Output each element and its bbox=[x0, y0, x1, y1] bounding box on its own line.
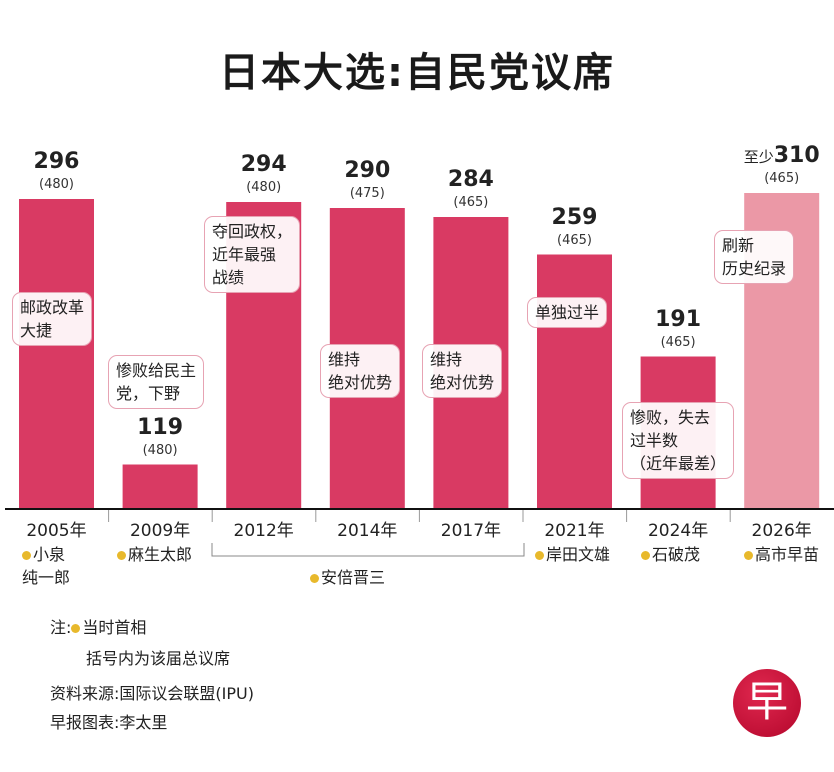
value-number: 284 bbox=[447, 167, 494, 192]
x-tick-label: 2012年 bbox=[233, 521, 294, 541]
note-total: 括号内为该届总议席 bbox=[86, 649, 231, 668]
value-number: 191 bbox=[655, 306, 702, 332]
pm-name: 岸田文雄 bbox=[546, 545, 611, 564]
total-seats-label: (480) bbox=[246, 180, 282, 195]
bar-2005年 bbox=[19, 199, 94, 508]
pm-dot-icon bbox=[71, 624, 81, 633]
zaobao-logo: 早 bbox=[733, 669, 801, 737]
prime-minister-label: 岸田文雄 bbox=[535, 543, 610, 566]
total-seats-label: (480) bbox=[142, 442, 178, 458]
annotation: 单独过半 bbox=[527, 297, 608, 328]
prime-minister-label: 小泉 纯一郎 bbox=[22, 543, 70, 589]
annotation: 维持 绝对优势 bbox=[422, 344, 503, 398]
x-tick-label: 2024年 bbox=[647, 521, 709, 541]
note-label: 注: bbox=[50, 618, 72, 637]
value-label: 191 bbox=[628, 307, 728, 332]
annotation: 刷新 历史纪录 bbox=[714, 230, 795, 284]
pm-dot-icon bbox=[535, 551, 544, 560]
value-label: 284 bbox=[421, 167, 521, 192]
x-tick-label: 2017年 bbox=[440, 521, 502, 541]
value-prefix: 至少 bbox=[743, 148, 774, 166]
annotation: 惨败，失去 过半数 （近年最差） bbox=[622, 402, 735, 479]
x-tick-label: 2005年 bbox=[26, 521, 87, 541]
chart-title: 日本大选:自民党议席 bbox=[219, 50, 615, 96]
total-seats-label: (465) bbox=[557, 232, 592, 248]
x-tick-label: 2014年 bbox=[337, 521, 398, 541]
value-label: 259 bbox=[525, 205, 625, 230]
value-number: 296 bbox=[33, 149, 80, 174]
value-label: 296 bbox=[7, 149, 107, 174]
pm-dot-icon bbox=[744, 551, 753, 560]
total-seats-label: (465) bbox=[764, 171, 800, 186]
pm-dot-icon bbox=[117, 551, 126, 560]
total-seats-label: (475) bbox=[349, 186, 385, 201]
note-pm: 注: 当时首相 bbox=[50, 614, 146, 638]
annotation: 维持 绝对优势 bbox=[320, 344, 401, 398]
source: 资料来源:国际议会联盟(IPU) bbox=[50, 684, 254, 703]
value-label: 119 bbox=[110, 415, 210, 440]
x-tick-label: 2021年 bbox=[544, 521, 605, 541]
value-number: 310 bbox=[773, 143, 820, 168]
annotation: 邮政改革 大捷 bbox=[12, 292, 93, 346]
value-label: 至少310 bbox=[732, 143, 832, 168]
pm-dot-icon bbox=[641, 551, 650, 560]
pm-name: 小泉 纯一郎 bbox=[22, 545, 71, 587]
prime-minister-label: 麻生太郎 bbox=[117, 543, 192, 566]
pm-name: 安倍晋三 bbox=[321, 568, 386, 587]
value-number: 294 bbox=[240, 152, 287, 177]
prime-minister-label: 石破茂 bbox=[641, 543, 700, 566]
total-seats-label: (465) bbox=[453, 195, 489, 210]
pm-name: 高市早苗 bbox=[755, 545, 820, 564]
x-tick-label: 2026年 bbox=[751, 521, 812, 541]
value-label: 294 bbox=[214, 152, 314, 177]
value-number: 259 bbox=[551, 204, 598, 230]
pm-name: 石破茂 bbox=[652, 545, 701, 564]
prime-minister-label: 安倍晋三 bbox=[310, 566, 385, 589]
value-label: 290 bbox=[317, 158, 417, 183]
credit: 早报图表:李太里 bbox=[50, 713, 168, 732]
abe-bracket bbox=[211, 543, 525, 557]
total-seats-label: (465) bbox=[660, 334, 696, 350]
total-seats-label: (480) bbox=[39, 177, 74, 192]
bar-2009年 bbox=[122, 464, 198, 508]
pm-dot-icon bbox=[22, 551, 31, 560]
pm-name: 麻生太郎 bbox=[128, 545, 193, 564]
annotation: 夺回政权， 近年最强 战绩 bbox=[204, 216, 301, 293]
pm-dot-icon bbox=[310, 574, 319, 583]
value-number: 290 bbox=[344, 158, 391, 183]
note-pm-text: 当时首相 bbox=[82, 618, 147, 637]
bar-2021年 bbox=[537, 254, 612, 508]
annotation: 惨败给民主 党，下野 bbox=[108, 355, 205, 409]
prime-minister-label: 高市早苗 bbox=[744, 543, 819, 566]
value-number: 119 bbox=[137, 414, 184, 440]
x-tick-label: 2009年 bbox=[129, 521, 191, 541]
